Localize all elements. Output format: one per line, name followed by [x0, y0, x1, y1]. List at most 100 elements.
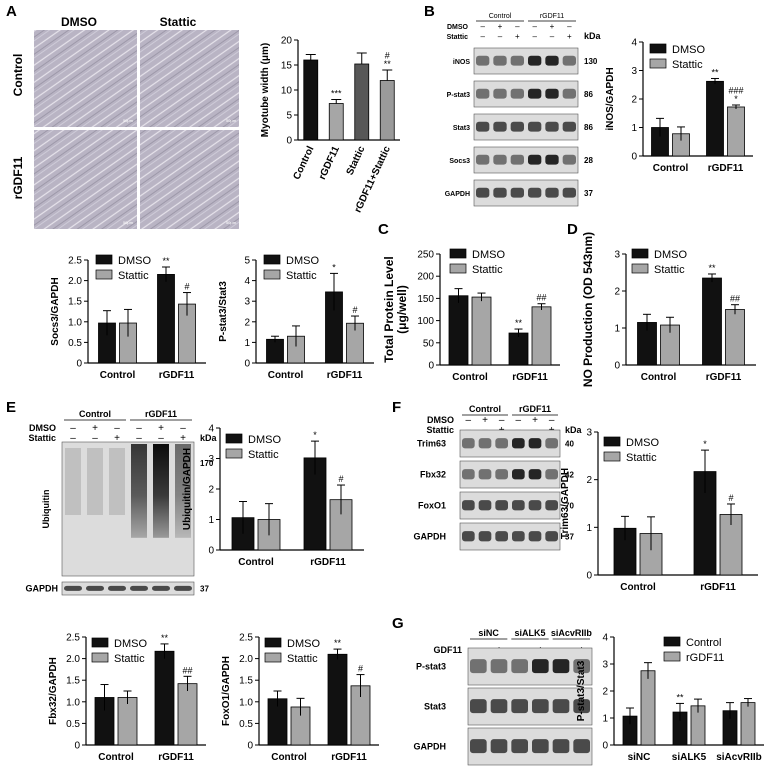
- blot-smear: [65, 448, 81, 515]
- y-tick-label: 150: [417, 294, 434, 305]
- significance-mark: *: [313, 430, 317, 440]
- significance-mark: **: [162, 256, 170, 266]
- y-tick-label: 4: [244, 276, 250, 287]
- legend-label: Stattic: [654, 264, 685, 276]
- y-tick-label: 3: [586, 428, 592, 439]
- scale-bar-label: 50μm: [226, 118, 237, 123]
- blot-band: [552, 699, 570, 714]
- bar-rgdf11: [640, 670, 656, 746]
- significance-mark: *: [332, 262, 336, 272]
- x-tick-label: Control: [238, 557, 274, 568]
- blot-band: [495, 500, 508, 511]
- legend-label: rGDF11: [686, 652, 724, 664]
- blot-band: [462, 438, 475, 449]
- blot-band: [64, 585, 82, 591]
- blot-band: [108, 585, 126, 591]
- blot-band: [545, 469, 558, 480]
- y-tick-label: 4: [602, 633, 608, 644]
- legend-swatch: [95, 254, 113, 265]
- legend-label: DMSO: [472, 249, 505, 261]
- blot-strip: [459, 460, 561, 489]
- bar: [303, 59, 319, 141]
- blot-band: [528, 187, 542, 198]
- legend-swatch: [649, 43, 667, 54]
- kda-value: 28: [584, 156, 593, 165]
- chart-g-pstat3-stat3: 0 1 2 3 4 P-stat3/Stat3 siNC ** siALK5 siAcvRIIb C…: [576, 633, 764, 763]
- micro-row-label-rgdf11: rGDF11: [11, 156, 25, 199]
- blot-band: [476, 121, 490, 132]
- x-tick-label: rGDF11: [327, 370, 363, 381]
- blot-sign: +: [482, 415, 488, 426]
- y-tick-label: 0: [614, 361, 620, 372]
- legend-swatch: [449, 263, 467, 274]
- micrograph-rgdf11-stattic: [140, 130, 239, 229]
- y-tick-label: 0: [247, 741, 253, 752]
- blot-band: [490, 659, 508, 674]
- legend-swatch: [663, 651, 681, 662]
- blot-sign: –: [158, 433, 164, 444]
- blot-strip: [467, 647, 593, 686]
- blot-row-label: Stattic: [447, 34, 469, 41]
- blot-band-label: Socs3: [449, 158, 470, 165]
- blot-band: [510, 154, 524, 165]
- blot-group-label: Control: [489, 13, 512, 20]
- y-tick-label: 1: [586, 523, 592, 534]
- blot-band-label: P-stat3: [447, 92, 470, 99]
- y-tick-label: 0: [586, 571, 592, 582]
- y-tick-label: 3: [614, 250, 620, 261]
- blot-band: [573, 699, 590, 714]
- blot-band: [470, 699, 487, 714]
- legend-swatch: [95, 269, 113, 280]
- legend-label: Control: [686, 637, 721, 649]
- legend-swatch: [631, 263, 649, 274]
- chart-pstat3-stat3: 0 1 2 3 4 5 P-stat3/Stat3 Control * # rGDF11 DMSO St…: [218, 254, 374, 381]
- blot-band: [511, 659, 528, 674]
- blot-band: [511, 699, 528, 714]
- blot-row-label: GDF11: [433, 645, 462, 655]
- blot-sign: –: [92, 433, 98, 444]
- blot-sign: +: [92, 423, 98, 434]
- blot-smear: [109, 448, 125, 515]
- y-tick-label: 1: [244, 338, 250, 349]
- blot-band: [478, 531, 492, 542]
- blot-band: [152, 585, 170, 591]
- legend-label: Stattic: [672, 59, 703, 71]
- y-axis-label: Ubiquitin/GAPDH: [182, 448, 193, 530]
- blot-band-label: GAPDH: [413, 532, 446, 542]
- x-tick-label: Control: [653, 163, 689, 174]
- kda-label: kDa: [565, 425, 583, 435]
- blot-band: [528, 531, 542, 542]
- blot-sign: –: [114, 423, 120, 434]
- scale-bar-label: 50μm: [226, 220, 237, 225]
- y-tick-label: 1.0: [239, 697, 253, 708]
- blot-band: [495, 469, 508, 480]
- blot-band: [511, 739, 528, 754]
- blot-band: [493, 55, 507, 66]
- y-tick-label: 1.5: [68, 297, 82, 308]
- blot-sign: –: [136, 433, 142, 444]
- blot-band: [528, 500, 542, 511]
- y-tick-label: 0.5: [66, 719, 80, 730]
- blot-band: [478, 500, 492, 511]
- blot-strip: [459, 491, 561, 520]
- blot-band: [532, 739, 549, 754]
- bar-stattic: [725, 309, 745, 366]
- blot-band: [528, 88, 542, 99]
- blot-sign: +: [114, 433, 120, 444]
- blot-band: [562, 154, 576, 165]
- panel-label-d: D: [567, 221, 578, 238]
- x-tick-label: rGDF11: [700, 582, 736, 593]
- y-axis-label: Trim63/GAPDH: [560, 468, 571, 539]
- legend-label: DMSO: [114, 638, 147, 650]
- y-tick-label: 2: [586, 475, 592, 486]
- y-tick-label: 3: [208, 454, 214, 465]
- blot-band: [493, 187, 507, 198]
- blot-sign: –: [549, 415, 555, 426]
- y-tick-label: 10: [281, 86, 293, 97]
- kda-value: 42: [565, 471, 574, 480]
- blot-group-label: Control: [79, 409, 111, 419]
- blot-sign: –: [499, 415, 505, 426]
- chart-total-protein: 0 50 100 150 200 250 Total Protein Level (μg/we…: [382, 248, 560, 383]
- blot-group-label: rGDF11: [145, 409, 177, 419]
